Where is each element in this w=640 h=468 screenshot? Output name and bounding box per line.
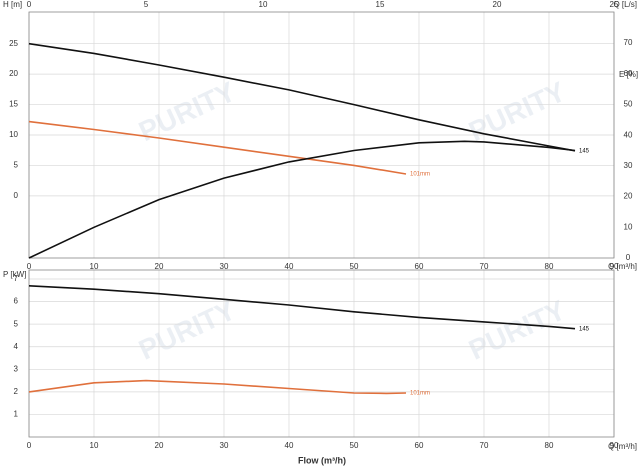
curve-label: 145 [579,326,590,332]
x-axis-label: Q [m³/h] [608,262,637,271]
y-tick-label: 10 [9,130,18,139]
x-tick-label: 60 [415,262,424,271]
x2-axis-label: Q [m³/h] [608,442,637,451]
x-tick-label: 20 [155,262,164,271]
y-tick-label: 6 [14,297,19,306]
y2-tick-label: 60 [624,69,633,78]
x-tick-label: 80 [545,262,554,271]
x-tick-label: 90 [610,441,619,450]
curve [28,140,576,259]
y-tick-label: 7 [14,274,19,283]
x2-tick-label: 0 [27,0,32,9]
x2-tick-label: 25 [610,0,619,9]
x-tick-label: 80 [545,441,554,450]
x-axis-title: Flow (m³/h) [298,455,346,465]
watermark: PURITY [464,294,570,366]
y2-tick-label: 50 [624,100,633,109]
y2-tick-label: 70 [624,38,633,47]
x-tick-label: 30 [220,441,229,450]
y-tick-label: 20 [9,69,18,78]
x-tick-label: 50 [350,262,359,271]
curve [28,285,576,330]
y-tick-label: 5 [14,161,19,170]
y-tick-label: 3 [14,364,19,373]
x2-tick-label: 20 [493,0,502,9]
x-tick-label: 20 [155,441,164,450]
x-tick-label: 30 [220,262,229,271]
curve [28,120,407,175]
y-axis-label: P [kW] [3,270,26,279]
curve-label: 101mm [410,172,430,178]
x2-tick-label: 5 [144,0,149,9]
x-tick-label: 0 [27,441,32,450]
curve-label: 101mm [410,391,430,397]
y2-tick-label: 0 [626,253,631,262]
watermark: PURITY [464,76,570,148]
y-tick-label: 5 [14,319,19,328]
y2-tick-label: 20 [624,192,633,201]
x-tick-label: 40 [285,441,294,450]
curve [28,379,407,395]
y2-axis-label: E [%] [619,70,638,79]
x-tick-label: 70 [480,262,489,271]
curve-label: 145 [579,148,590,154]
y2-tick-label: 30 [624,161,633,170]
y-tick-label: 4 [14,342,19,351]
x2-tick-label: 15 [376,0,385,9]
y2-tick-label: 40 [624,130,633,139]
x-tick-label: 70 [480,441,489,450]
x-tick-label: 90 [610,262,619,271]
x2-axis-label: Q [L/s] [613,0,637,9]
x-tick-label: 0 [27,262,32,271]
y-tick-label: 2 [14,387,19,396]
x-tick-label: 50 [350,441,359,450]
x-tick-label: 40 [285,262,294,271]
y-tick-label: 0 [14,191,19,200]
x-tick-label: 60 [415,441,424,450]
plot-frame [28,269,615,438]
y-tick-label: 25 [9,39,18,48]
y-tick-label: 15 [9,100,18,109]
x-tick-label: 10 [90,441,99,450]
y2-tick-label: 10 [624,222,633,231]
y-tick-label: 1 [14,410,19,419]
curve [28,42,576,152]
plot-frame [28,11,615,259]
x2-tick-label: 10 [259,0,268,9]
y-axis-label: H [m] [3,0,22,9]
watermark: PURITY [134,294,240,366]
x-tick-label: 10 [90,262,99,271]
